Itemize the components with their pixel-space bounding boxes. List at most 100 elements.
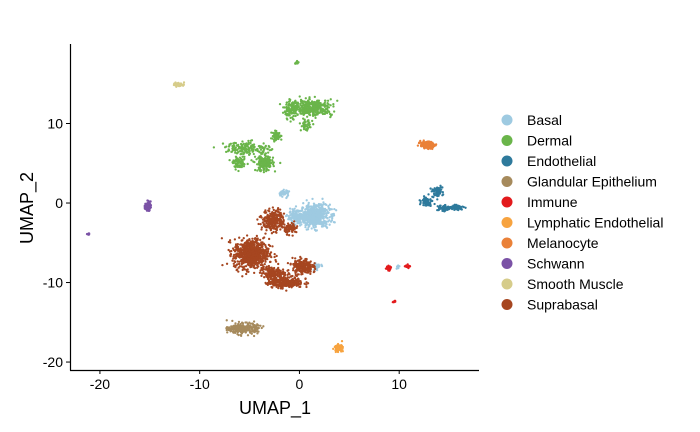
- data-point: [283, 106, 286, 109]
- data-point: [233, 260, 237, 264]
- data-point: [303, 259, 306, 262]
- data-point: [332, 347, 335, 350]
- data-point: [314, 217, 318, 220]
- data-point: [422, 195, 426, 198]
- data-point: [437, 192, 440, 195]
- data-point: [303, 282, 306, 285]
- data-point: [305, 199, 308, 202]
- data-point: [234, 155, 238, 158]
- data-point: [259, 148, 263, 151]
- data-point: [255, 244, 259, 247]
- data-point: [285, 213, 289, 217]
- data-point: [311, 119, 314, 123]
- data-point: [387, 267, 390, 271]
- data-point: [280, 192, 284, 195]
- y-tick-label: -10: [43, 275, 63, 291]
- data-point: [292, 226, 296, 230]
- data-point: [240, 145, 243, 148]
- data-point: [425, 204, 428, 207]
- data-point: [274, 280, 278, 284]
- data-point: [332, 105, 335, 108]
- data-point: [286, 226, 290, 229]
- data-point: [252, 146, 256, 149]
- data-point: [233, 253, 236, 257]
- data-point: [268, 163, 271, 167]
- data-point: [258, 169, 262, 172]
- data-point: [271, 245, 274, 248]
- data-point: [308, 265, 311, 268]
- data-point: [276, 222, 280, 225]
- data-point: [290, 280, 293, 283]
- data-point: [247, 255, 250, 258]
- data-point: [275, 268, 278, 272]
- data-point: [272, 138, 276, 141]
- data-point: [311, 113, 315, 116]
- data-point: [240, 262, 243, 265]
- data-point: [260, 272, 264, 275]
- data-point: [308, 121, 311, 124]
- data-point: [308, 96, 311, 99]
- legend-item: Endothelial: [501, 153, 596, 169]
- data-point: [416, 144, 420, 147]
- data-point: [340, 340, 344, 343]
- data-point: [464, 206, 467, 209]
- data-point: [257, 326, 260, 330]
- data-point: [234, 328, 237, 331]
- data-point: [317, 99, 321, 102]
- legend-label: Smooth Muscle: [527, 276, 624, 292]
- data-point: [311, 213, 315, 216]
- data-point: [280, 277, 283, 281]
- data-point: [240, 164, 243, 167]
- data-point: [288, 224, 291, 227]
- data-point: [247, 139, 250, 142]
- data-point: [231, 161, 234, 164]
- data-point: [289, 226, 293, 229]
- data-point: [248, 243, 252, 246]
- data-point: [225, 326, 228, 330]
- data-point: [278, 103, 282, 106]
- data-point: [239, 333, 242, 337]
- series-melanocyte: [416, 139, 438, 151]
- data-point: [427, 198, 430, 202]
- data-point: [270, 285, 273, 289]
- data-point: [232, 264, 236, 268]
- y-axis-title: UMAP_2: [17, 172, 38, 244]
- data-point: [309, 207, 312, 211]
- data-point: [174, 82, 177, 86]
- data-point: [145, 204, 149, 208]
- data-point: [406, 263, 409, 266]
- y-tick-label: 10: [47, 116, 63, 132]
- data-point: [236, 151, 239, 155]
- data-point: [288, 283, 291, 286]
- data-point: [262, 237, 265, 240]
- data-point: [247, 141, 250, 144]
- data-point: [238, 147, 241, 150]
- data-point: [429, 187, 432, 190]
- data-point: [302, 221, 305, 224]
- data-point: [286, 276, 289, 279]
- data-point: [418, 199, 421, 202]
- data-point: [272, 282, 275, 285]
- data-point: [446, 205, 450, 208]
- data-point: [292, 220, 296, 223]
- data-point: [242, 237, 245, 240]
- data-point: [264, 145, 267, 148]
- data-point: [259, 324, 262, 327]
- data-point: [271, 269, 274, 272]
- data-point: [291, 116, 294, 119]
- data-point: [288, 229, 291, 233]
- data-point: [258, 160, 261, 164]
- data-point: [307, 124, 311, 127]
- data-point: [241, 161, 244, 165]
- data-point: [285, 224, 288, 228]
- data-point: [290, 112, 293, 115]
- data-point: [242, 250, 245, 253]
- data-point: [259, 271, 262, 274]
- data-point: [269, 271, 272, 274]
- data-point: [237, 329, 240, 333]
- data-point: [274, 136, 277, 139]
- data-point: [265, 229, 268, 232]
- data-point: [291, 234, 294, 237]
- data-point: [299, 102, 302, 106]
